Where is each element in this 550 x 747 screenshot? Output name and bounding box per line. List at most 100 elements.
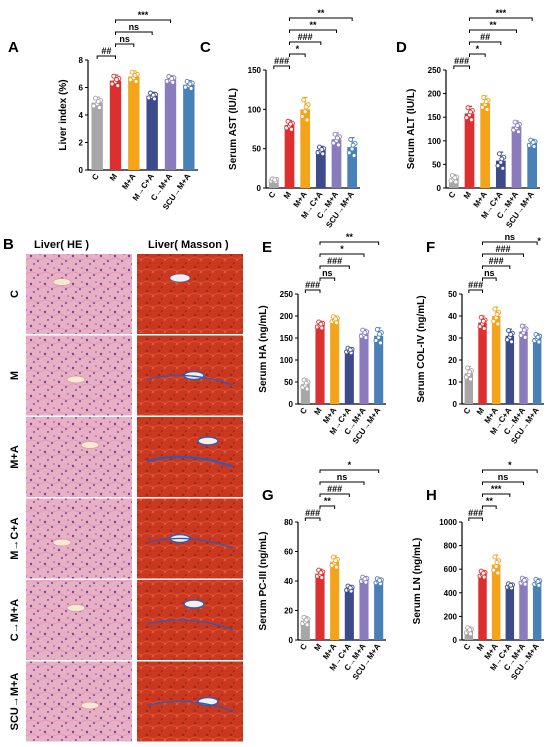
x-tick-label-m: M (282, 190, 293, 201)
x-tick-label-m: M (475, 406, 486, 417)
significance-label: ### (305, 280, 320, 290)
significance-label: ### (327, 484, 342, 494)
significance-bracket (468, 517, 483, 521)
bar-mplusa (491, 564, 501, 640)
significance-label: ns (505, 232, 516, 242)
data-point-m-to-cplusa (509, 339, 514, 345)
significance-bracket (482, 469, 538, 473)
bar-mplusa (128, 76, 140, 170)
data-point-mplusa (333, 558, 339, 564)
data-point-m-to-cplusa (500, 165, 506, 171)
significance-label: ### (489, 256, 504, 266)
bar-m-to-cplusa (505, 335, 515, 404)
y-tick-label: 200 (280, 312, 294, 321)
data-point-c-to-mplusa (362, 330, 368, 336)
data-point-mplusa (495, 321, 501, 327)
bar-mplusa (491, 316, 501, 404)
data-point-mplusa (304, 117, 310, 123)
significance-label: ** (346, 232, 354, 242)
data-point-m-to-cplusa (347, 585, 353, 591)
significance-label: * (340, 244, 344, 254)
significance-label: *** (491, 484, 502, 494)
y-tick-label: 80 (284, 518, 293, 527)
significance-label: ** (317, 8, 325, 18)
data-point-mplusa (127, 77, 133, 83)
y-tick-label: 200 (428, 90, 442, 99)
significance-bracket (469, 53, 486, 57)
significance-bracket (319, 469, 380, 473)
bar-c-to-mplusa (511, 126, 522, 188)
data-point-m (288, 126, 294, 132)
data-point-c-to-mplusa (521, 577, 527, 583)
data-point-c (304, 386, 310, 392)
significance-label: ** (309, 20, 317, 30)
data-point-m (464, 115, 470, 121)
data-point-scu-to-mplusa (530, 139, 536, 145)
data-point-m (468, 109, 473, 115)
data-point-mplusa (479, 104, 485, 110)
data-point-mplusa (481, 94, 487, 100)
histology-row-label: M+A (9, 445, 21, 469)
data-point-c (303, 380, 309, 386)
y-axis-label: Liver index (%) (58, 79, 69, 150)
y-tick-label: 400 (444, 589, 458, 598)
data-point-m (481, 326, 487, 331)
data-point-scu-to-mplusa (531, 144, 537, 150)
data-point-m (109, 81, 115, 87)
data-point-scu-to-mplusa (374, 327, 380, 332)
bar-m (109, 80, 122, 170)
significance-bracket (482, 277, 497, 281)
data-point-m (480, 570, 486, 576)
bar-scu-to-mplusa (374, 335, 384, 404)
significance-label: ** (489, 20, 497, 30)
y-tick-label: 0 (437, 184, 442, 193)
data-point-c-to-mplusa (335, 135, 340, 141)
data-point-m-to-cplusa (320, 151, 326, 157)
y-tick-label: 50 (448, 290, 457, 299)
data-point-c (468, 376, 473, 382)
y-axis-label: Serum AST (IU/L) (228, 88, 239, 170)
significance-label: ns (322, 268, 333, 278)
bar-c (91, 102, 103, 170)
significance-bracket (482, 493, 511, 497)
fibrosis-strand (146, 619, 234, 631)
data-point-c (467, 369, 473, 375)
significance-label: ### (454, 56, 469, 66)
bar-m (464, 113, 475, 188)
x-tick-label-c: C (298, 642, 309, 652)
bar-m (478, 573, 487, 640)
panel-letter-c: C (200, 39, 211, 56)
fibrosis-strand (146, 455, 234, 468)
data-point-mplusa (334, 564, 339, 570)
data-point-c (301, 377, 307, 383)
significance-bracket (289, 17, 353, 21)
bar-scu-to-mplusa (374, 581, 384, 640)
data-point-scu-to-mplusa (346, 150, 352, 156)
histology-row-label: M→C+A (9, 517, 21, 560)
data-point-mplusa (303, 104, 309, 110)
data-point-m (481, 574, 487, 580)
data-point-c (452, 175, 458, 181)
significance-label: * (476, 44, 480, 54)
bar-m (315, 573, 325, 640)
bar-c-to-mplusa (359, 579, 369, 640)
bar-c-to-mplusa (359, 333, 369, 404)
he-stain-image (26, 254, 132, 334)
he-stain-image (26, 661, 132, 742)
data-point-c (96, 105, 102, 111)
he-stain-image (26, 580, 132, 660)
y-tick-label: 100 (280, 356, 294, 365)
y-tick-label: 20 (284, 607, 293, 616)
significance-bracket (289, 41, 322, 45)
bar-c-to-mplusa (331, 139, 342, 188)
significance-label: ## (480, 32, 490, 42)
significance-label: ** (486, 496, 494, 506)
data-point-m-to-cplusa (347, 347, 353, 353)
x-tick-label-m: M (108, 172, 119, 183)
significance-label: *** (496, 8, 507, 18)
fibrosis-strand (146, 374, 234, 386)
bar-c (300, 384, 310, 404)
bar-scu-to-mplusa (532, 338, 542, 404)
data-point-m (478, 314, 484, 320)
